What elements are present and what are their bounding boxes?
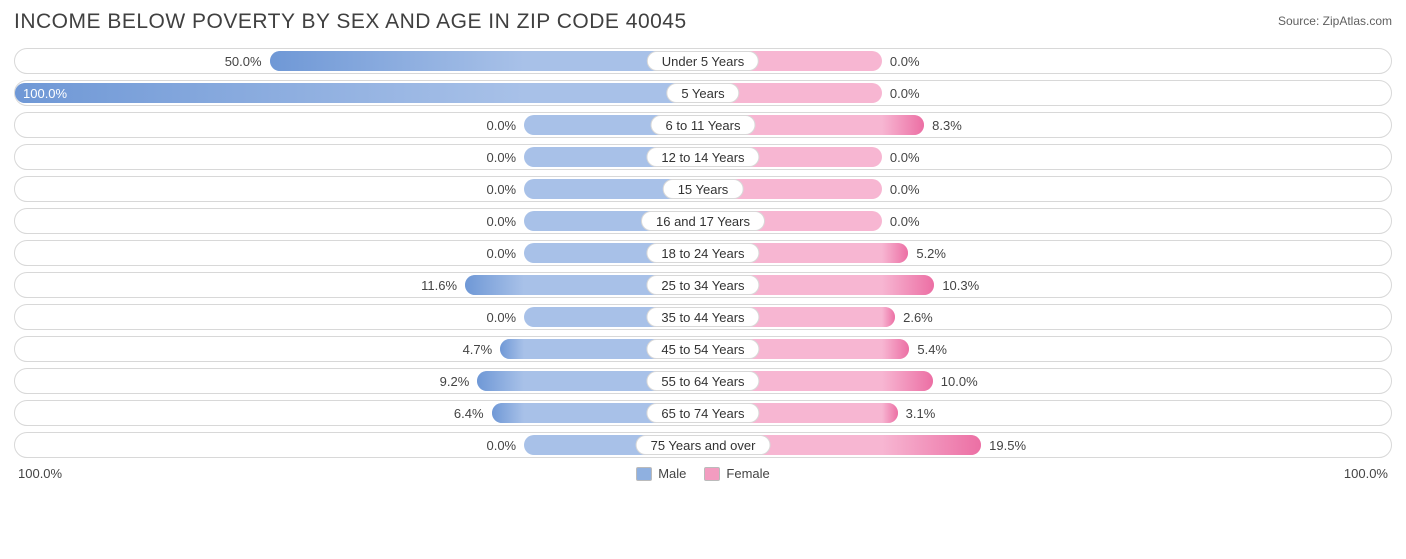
female-bar-value	[882, 339, 909, 359]
male-bar-value	[15, 83, 524, 103]
male-value-label: 0.0%	[486, 305, 516, 331]
female-value-label: 0.0%	[890, 49, 920, 75]
female-value-label: 5.4%	[917, 337, 947, 363]
female-bar-value	[882, 307, 895, 327]
row-category-label: 18 to 24 Years	[646, 243, 759, 263]
row-category-label: 45 to 54 Years	[646, 339, 759, 359]
row-category-label: 15 Years	[663, 179, 744, 199]
row-category-label: 16 and 17 Years	[641, 211, 765, 231]
male-bar-value	[465, 275, 524, 295]
row-category-label: 12 to 14 Years	[646, 147, 759, 167]
male-value-label: 9.2%	[440, 369, 470, 395]
male-value-label: 50.0%	[225, 49, 262, 75]
male-value-label: 11.6%	[421, 273, 457, 299]
chart-row: 0.0% 2.6% 35 to 44 Years	[14, 304, 1392, 330]
chart-source: Source: ZipAtlas.com	[1278, 14, 1392, 28]
row-category-label: 25 to 34 Years	[646, 275, 759, 295]
chart-title: INCOME BELOW POVERTY BY SEX AND AGE IN Z…	[14, 10, 687, 34]
legend-female-swatch	[704, 467, 720, 481]
chart-row: 0.0% 0.0% 15 Years	[14, 176, 1392, 202]
chart-row: 50.0% 0.0% Under 5 Years	[14, 48, 1392, 74]
legend-male-swatch	[636, 467, 652, 481]
row-category-label: 65 to 74 Years	[646, 403, 759, 423]
female-bar-value	[882, 275, 934, 295]
male-value-label: 0.0%	[486, 145, 516, 171]
legend-male: Male	[636, 466, 686, 481]
chart-row: 4.7% 5.4% 45 to 54 Years	[14, 336, 1392, 362]
female-value-label: 3.1%	[906, 401, 936, 427]
female-bar-value	[882, 115, 924, 135]
chart-row: 0.0% 0.0% 16 and 17 Years	[14, 208, 1392, 234]
female-value-label: 8.3%	[932, 113, 962, 139]
chart-row: 0.0% 5.2% 18 to 24 Years	[14, 240, 1392, 266]
male-bar-value	[492, 403, 525, 423]
male-value-label: 0.0%	[486, 241, 516, 267]
male-value-label: 0.0%	[486, 113, 516, 139]
chart-row: 0.0% 0.0% 12 to 14 Years	[14, 144, 1392, 170]
male-value-label: 0.0%	[486, 433, 516, 459]
female-value-label: 0.0%	[890, 177, 920, 203]
row-category-label: 75 Years and over	[636, 435, 771, 455]
male-bar-value	[477, 371, 524, 391]
female-value-label: 0.0%	[890, 81, 920, 107]
female-bar-value	[882, 435, 981, 455]
female-value-label: 5.2%	[916, 241, 946, 267]
chart-footer: 100.0% Male Female 100.0%	[14, 466, 1392, 481]
female-bar-value	[882, 243, 908, 263]
female-bar-value	[882, 371, 933, 391]
male-value-label: 100.0%	[23, 81, 67, 107]
legend: Male Female	[636, 466, 770, 481]
row-category-label: Under 5 Years	[647, 51, 759, 71]
male-value-label: 6.4%	[454, 401, 484, 427]
chart-row: 6.4% 3.1% 65 to 74 Years	[14, 400, 1392, 426]
male-bar-value	[500, 339, 524, 359]
female-value-label: 10.3%	[942, 273, 979, 299]
female-value-label: 0.0%	[890, 145, 920, 171]
male-value-label: 0.0%	[486, 209, 516, 235]
chart-header: INCOME BELOW POVERTY BY SEX AND AGE IN Z…	[14, 10, 1392, 34]
row-category-label: 35 to 44 Years	[646, 307, 759, 327]
chart-row: 0.0% 8.3% 6 to 11 Years	[14, 112, 1392, 138]
chart-row: 11.6% 10.3% 25 to 34 Years	[14, 272, 1392, 298]
legend-female-label: Female	[726, 466, 769, 481]
male-value-label: 0.0%	[486, 177, 516, 203]
chart-container: INCOME BELOW POVERTY BY SEX AND AGE IN Z…	[0, 0, 1406, 487]
axis-right-label: 100.0%	[1344, 466, 1388, 481]
male-value-label: 4.7%	[463, 337, 493, 363]
female-value-label: 0.0%	[890, 209, 920, 235]
row-category-label: 55 to 64 Years	[646, 371, 759, 391]
chart-row: 0.0% 19.5% 75 Years and over	[14, 432, 1392, 458]
legend-female: Female	[704, 466, 769, 481]
legend-male-label: Male	[658, 466, 686, 481]
chart-row: 9.2% 10.0% 55 to 64 Years	[14, 368, 1392, 394]
chart-rows: 50.0% 0.0% Under 5 Years 100.0% 0.0% 5 Years 0…	[14, 48, 1392, 458]
female-value-label: 19.5%	[989, 433, 1026, 459]
row-category-label: 5 Years	[666, 83, 739, 103]
male-bar-value	[270, 51, 525, 71]
female-value-label: 10.0%	[941, 369, 978, 395]
female-value-label: 2.6%	[903, 305, 933, 331]
chart-row: 100.0% 0.0% 5 Years	[14, 80, 1392, 106]
female-bar-value	[882, 403, 898, 423]
row-category-label: 6 to 11 Years	[651, 115, 756, 135]
axis-left-label: 100.0%	[18, 466, 62, 481]
